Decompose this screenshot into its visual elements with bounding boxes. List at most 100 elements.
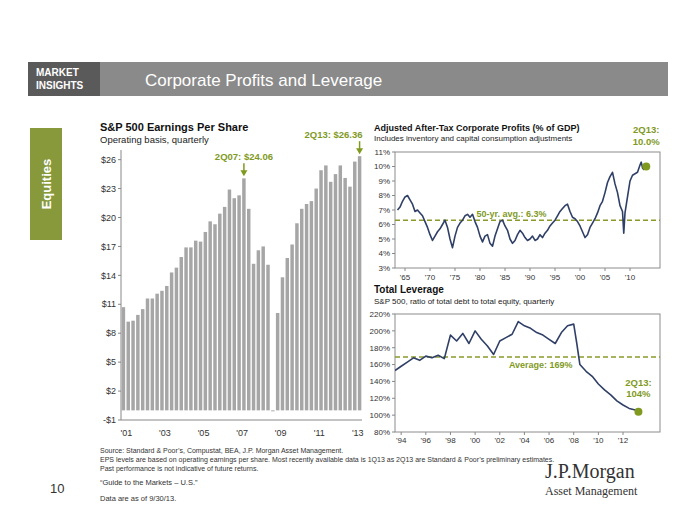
y-tick: [118, 159, 121, 160]
bar: [358, 156, 361, 410]
bar: [257, 250, 260, 410]
x-tick: [425, 432, 426, 435]
y-tick: [392, 195, 395, 196]
x-tick: [499, 432, 500, 435]
guide-title: “Guide to the Markets – U.S.”: [100, 478, 198, 487]
bar: [136, 315, 139, 410]
y-tick: [118, 362, 121, 363]
x-tick: [549, 432, 550, 435]
source-line: Source: Standard & Poor’s, Compustat, BE…: [100, 447, 343, 455]
x-tick: [475, 432, 476, 435]
x-tick-label: '04: [519, 436, 530, 445]
badge-text: MARKET: [36, 67, 79, 78]
y-tick-label: 140%: [370, 377, 390, 386]
chart-subtitle: S&P 500, ratio of total debt to total eq…: [374, 297, 554, 306]
x-tick-label: '65: [400, 273, 411, 282]
x-tick-label: '85: [500, 273, 511, 282]
annotation-value: 104%: [626, 388, 651, 399]
bar: [261, 246, 264, 410]
y-tick: [118, 420, 121, 421]
y-tick: [392, 364, 395, 365]
x-tick-label: '00: [575, 273, 586, 282]
bar: [180, 257, 183, 410]
header-badge: [28, 62, 100, 96]
y-tick: [392, 347, 395, 348]
bar: [247, 209, 250, 411]
y-tick: [392, 314, 395, 315]
logo: J.P.Morgan: [545, 460, 635, 483]
bar: [208, 221, 211, 410]
bar: [131, 321, 134, 411]
bar: [218, 214, 221, 411]
y-tick: [392, 415, 395, 416]
bar: [242, 178, 245, 410]
x-tick-label: '96: [421, 436, 432, 445]
y-tick-label: $20: [101, 213, 116, 223]
y-tick-label: 10%: [374, 162, 390, 171]
bar: [329, 182, 332, 411]
bar: [290, 245, 293, 411]
annotation-label: 2Q13: $26.36: [304, 129, 362, 140]
marks: [395, 162, 660, 248]
y-tick-label: 3%: [378, 264, 390, 273]
x-tick-label: '13: [352, 428, 364, 438]
bar: [271, 410, 274, 412]
marks: [122, 156, 362, 411]
y-tick: [118, 275, 121, 276]
data-date: Data are as of 9/30/13.: [100, 494, 176, 503]
x-tick: [480, 268, 481, 271]
line-series: [398, 162, 647, 248]
bar: [353, 162, 356, 411]
bar: [170, 272, 173, 410]
bar: [314, 189, 317, 411]
x-tick: [573, 432, 574, 435]
bar: [233, 198, 236, 410]
bar: [228, 190, 231, 411]
x-tick-label: '00: [470, 436, 481, 445]
y-tick-label: $2: [106, 386, 116, 396]
x-tick-label: '94: [396, 436, 407, 445]
bar: [175, 268, 178, 411]
x-tick-label: '03: [159, 428, 171, 438]
plot-frame: [395, 314, 660, 432]
reference-line: [395, 219, 660, 221]
y-tick-label: $8: [106, 328, 116, 338]
x-tick-label: '90: [525, 273, 536, 282]
y-tick: [392, 398, 395, 399]
x-tick-label: '05: [600, 273, 611, 282]
y-tick-label: 160%: [370, 360, 390, 369]
chart: S&P 500 Earnings Per ShareOperating basi…: [100, 121, 364, 438]
bar: [237, 195, 240, 410]
x-tick-label: '70: [425, 273, 436, 282]
reference-label: Average: 169%: [509, 360, 573, 370]
bar: [348, 187, 351, 411]
y-tick-label: 220%: [370, 310, 390, 319]
bar: [319, 170, 322, 410]
y-tick: [392, 166, 395, 167]
y-tick: [392, 239, 395, 240]
bar: [189, 247, 192, 410]
x-tick-label: '11: [314, 428, 325, 438]
annotation-arrow: [243, 163, 245, 171]
source-line: EPS levels are based on operating earnin…: [100, 456, 554, 464]
x-tick: [524, 432, 525, 435]
y-axis: [121, 150, 122, 420]
x-tick-label: '75: [450, 273, 461, 282]
y-tick-label: $5: [106, 357, 116, 367]
y-tick-label: 200%: [370, 327, 390, 336]
annotation-dot: [642, 163, 650, 171]
y-tick: [392, 268, 395, 269]
chart-subtitle: Operating basis, quarterly: [100, 134, 209, 145]
x-tick: [598, 432, 599, 435]
y-tick: [118, 333, 121, 334]
x-tick-label: '95: [550, 273, 561, 282]
x-tick-label: '09: [275, 428, 287, 438]
bar: [199, 242, 202, 411]
y-tick-label: 180%: [370, 344, 390, 353]
bar: [324, 165, 327, 410]
x-tick: [401, 432, 402, 435]
bar: [160, 291, 163, 411]
chart-title: Adjusted After-Tax Corporate Profits (% …: [374, 123, 580, 133]
y-tick-label: 6%: [378, 220, 390, 229]
y-tick-label: 80%: [374, 428, 390, 437]
